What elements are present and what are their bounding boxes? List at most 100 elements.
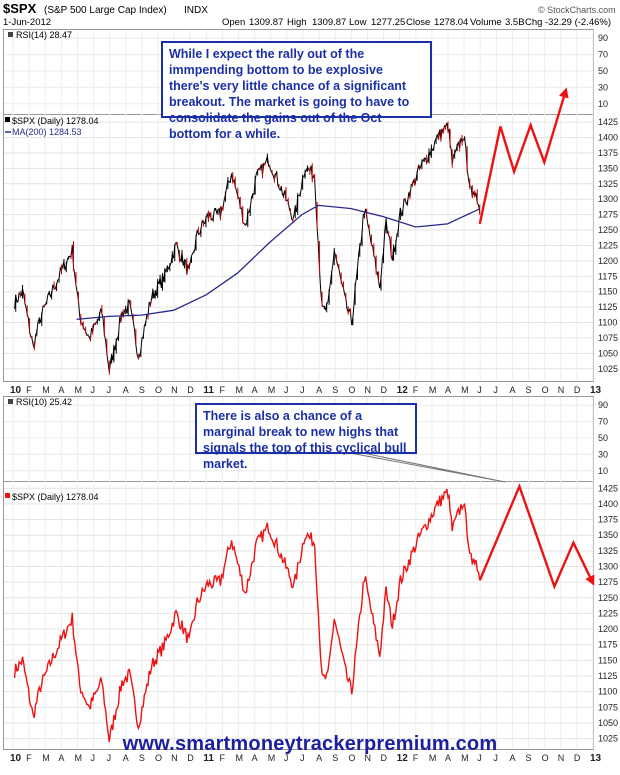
x-tick-label: 10: [10, 753, 22, 764]
x-tick-label: J: [300, 385, 305, 395]
x-tick-label: A: [252, 753, 258, 763]
x-tick-label: S: [332, 753, 338, 763]
top-price-legend: $SPX (Daily) 1278.04: [12, 116, 99, 126]
x-axis-top: 10 F M A M J J A S O N D 11 F M A M J J A S O N D 12 F M A M J J A S O N D 1…: [10, 385, 602, 396]
x-tick-label: J: [493, 753, 498, 763]
top-price-legend-swatch: [5, 117, 10, 122]
price-tick-labels: 1025102510501050107510751100110011251125…: [598, 117, 618, 743]
x-tick-label: D: [187, 753, 194, 763]
x-tick-label: M: [268, 385, 276, 395]
grid-layer: [4, 30, 594, 749]
x-tick-label: M: [74, 753, 82, 763]
price-tick-label: 1425: [598, 117, 618, 127]
x-tick-label: A: [58, 385, 64, 395]
price-tick-label: 1150: [598, 287, 617, 297]
x-tick-label: J: [300, 753, 305, 763]
rsi-tick-label: 30: [598, 82, 608, 92]
x-tick-label: S: [526, 385, 532, 395]
x-tick-label: J: [284, 385, 289, 395]
x-tick-label: M: [42, 385, 50, 395]
x-tick-label: D: [381, 753, 388, 763]
rsi-tick-label: 30: [598, 449, 608, 459]
rsi-tick-label: 90: [598, 400, 608, 410]
x-tick-label: D: [574, 385, 581, 395]
x-tick-label: A: [316, 753, 322, 763]
x-tick-label: 13: [590, 753, 602, 764]
x-tick-label: A: [123, 753, 129, 763]
price-tick-label: 1075: [598, 702, 618, 712]
x-tick-label: M: [236, 753, 244, 763]
quote-volume: 3.5B: [505, 17, 525, 28]
x-tick-label: N: [171, 753, 178, 763]
price-tick-label: 1400: [598, 499, 618, 509]
x-tick-label: M: [461, 385, 469, 395]
x-tick-label: M: [429, 385, 437, 395]
x-tick-label: J: [107, 753, 112, 763]
rsi-tick-label: 70: [598, 50, 608, 60]
rsi-tick-label: 70: [598, 417, 608, 427]
price-tick-label: 1250: [598, 225, 618, 235]
x-tick-label: M: [429, 753, 437, 763]
rsi-tick-label: 50: [598, 66, 608, 76]
rsi-tick-label: 10: [598, 99, 608, 109]
price-tick-label: 1375: [598, 515, 618, 525]
projection-line-bottom: [478, 483, 594, 590]
x-tick-label: D: [574, 753, 581, 763]
x-tick-label: 12: [397, 385, 409, 396]
quote-chg: -32.29 (-2.46%): [545, 17, 611, 28]
x-tick-label: A: [445, 385, 451, 395]
x-tick-label: A: [252, 385, 258, 395]
x-tick-label: O: [155, 753, 162, 763]
brand-logo: © StockCharts.com: [538, 5, 616, 15]
watermark-url: www.smartmoneytrackerpremium.com: [122, 733, 498, 755]
header-symbol: $SPX: [3, 1, 37, 16]
x-tick-label: F: [413, 385, 419, 395]
callout-pointer: [344, 451, 506, 483]
x-tick-label: S: [332, 385, 338, 395]
projection-line-top: [478, 90, 567, 225]
bottom-rsi-legend: RSI(10) 25.42: [16, 397, 72, 407]
x-tick-label: S: [139, 753, 145, 763]
price-tick-label: 1025: [598, 734, 618, 744]
x-axis-bottom: 10 F M A M J J A S O N D 11 F M A M J J A S O N D 12 F M A M J J A S O N D 1…: [10, 753, 602, 764]
rsi-tick-label: 90: [598, 33, 608, 43]
top-price-frame: [3, 114, 594, 382]
x-tick-label: A: [509, 385, 515, 395]
x-tick-label: N: [364, 753, 371, 763]
bottom-price-legend: $SPX (Daily) 1278.04: [12, 492, 99, 502]
quote-chg-label: Chg: [525, 17, 542, 28]
price-tick-label: 1275: [598, 577, 618, 587]
quote-open: 1309.87: [249, 17, 283, 28]
price-tick-label: 1350: [598, 530, 618, 540]
x-tick-label: M: [236, 385, 244, 395]
price-tick-label: 1100: [598, 318, 617, 328]
x-tick-label: J: [477, 385, 482, 395]
rsi-tick-labels: 90 70 50 30 10 90 70 50 30 10: [598, 33, 608, 476]
x-tick-label: N: [558, 753, 565, 763]
x-tick-label: O: [348, 753, 355, 763]
price-tick-label: 1175: [598, 640, 617, 650]
x-tick-label: S: [139, 385, 145, 395]
x-tick-label: J: [91, 753, 96, 763]
x-tick-label: M: [74, 385, 82, 395]
x-tick-label: J: [477, 753, 482, 763]
bottom-price-legend-swatch: [5, 493, 10, 498]
panel-legends: RSI(14) 28.47 $SPX (Daily) 1278.04 MA(20…: [5, 30, 99, 502]
price-tick-label: 1050: [598, 718, 618, 728]
x-tick-label: O: [348, 385, 355, 395]
price-tick-label: 1025: [598, 364, 618, 374]
quote-volume-label: Volume: [470, 17, 502, 28]
top-callout: While I expect the rally out of the immp…: [161, 41, 432, 141]
quote-close-label: Close: [406, 17, 430, 28]
price-tick-label: 1200: [598, 256, 618, 266]
price-tick-label: 1225: [598, 608, 618, 618]
price-tick-label: 1425: [598, 483, 618, 493]
quote-low-label: Low: [349, 17, 367, 28]
price-tick-label: 1300: [598, 561, 618, 571]
header-name: (S&P 500 Large Cap Index): [44, 5, 167, 16]
x-tick-label: J: [107, 385, 112, 395]
price-tick-label: 1325: [598, 546, 618, 556]
price-tick-label: 1150: [598, 655, 617, 665]
